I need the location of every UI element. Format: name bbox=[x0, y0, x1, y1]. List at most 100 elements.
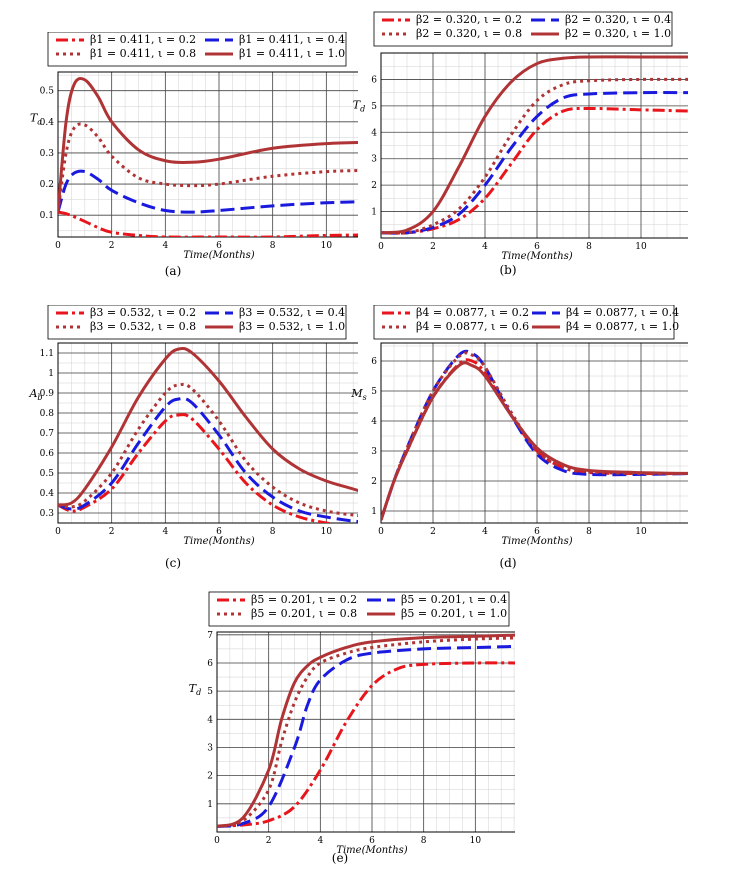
y-tick-label: 0.3 bbox=[40, 149, 55, 159]
x-tick-label: 6 bbox=[216, 241, 222, 251]
x-axis-label: Time(Months) bbox=[183, 536, 254, 547]
grid bbox=[380, 343, 688, 523]
legend-box bbox=[47, 32, 347, 67]
y-axis-label: Ta bbox=[30, 112, 42, 127]
series-line bbox=[217, 636, 515, 828]
legend: β1 = 0.411, ι = 0.2 β1 = 0.411, ι = 0.4β1… bbox=[47, 32, 347, 67]
legend-label: β5 = 0.201, ι = 0.8 bbox=[251, 607, 357, 620]
y-tick-label: 5 bbox=[371, 387, 377, 397]
panel-caption: (e) bbox=[332, 851, 348, 865]
legend-label: β5 = 0.201, ι = 0.2 bbox=[251, 593, 357, 606]
x-tick-label: 8 bbox=[421, 836, 427, 846]
plot-frame bbox=[216, 631, 515, 833]
legend-label: β1 = 0.411, ι = 0.4 bbox=[239, 33, 345, 46]
x-tick-label: 0 bbox=[214, 836, 220, 846]
y-tick-label: 1 bbox=[207, 800, 213, 810]
y-tick-label: 4 bbox=[371, 417, 377, 427]
series-line bbox=[58, 396, 358, 523]
x-tick-label: 2 bbox=[430, 527, 436, 537]
x-tick-label: 0 bbox=[55, 241, 61, 251]
y-tick-label: 0.2 bbox=[40, 180, 54, 190]
y-tick-label: 7 bbox=[207, 631, 213, 641]
x-tick-label: 4 bbox=[482, 527, 488, 537]
series-line bbox=[381, 91, 688, 235]
x-axis-label: Time(Months) bbox=[183, 250, 254, 261]
y-tick-label: 6 bbox=[371, 357, 377, 367]
grid bbox=[380, 52, 688, 239]
series-group bbox=[381, 55, 688, 235]
legend-label: β5 = 0.201, ι = 0.4 bbox=[401, 593, 507, 606]
legend-label: β3 = 0.532, ι = 0.8 bbox=[90, 320, 196, 333]
y-tick-label: 0.5 bbox=[40, 87, 55, 97]
x-tick-label: 4 bbox=[482, 242, 488, 252]
y-tick-label: 0.5 bbox=[40, 469, 55, 479]
legend-box bbox=[373, 305, 675, 340]
legend-label: β2 = 0.320, ι = 0.2 bbox=[416, 13, 522, 26]
series-line bbox=[58, 346, 358, 507]
legend-label: β3 = 0.532, ι = 1.0 bbox=[239, 320, 345, 333]
series-line bbox=[58, 77, 358, 213]
legend-label: β5 = 0.201, ι = 1.0 bbox=[401, 607, 507, 620]
series-line bbox=[381, 77, 688, 235]
legend: β3 = 0.532, ι = 0.2 β3 = 0.532, ι = 0.4β3… bbox=[47, 305, 347, 340]
y-tick-label: 0.9 bbox=[40, 389, 55, 399]
x-axis-label: Time(Months) bbox=[336, 845, 407, 856]
legend-label: β2 = 0.320, ι = 0.8 bbox=[416, 27, 522, 40]
x-tick-label: 2 bbox=[109, 241, 115, 251]
series-line bbox=[58, 210, 358, 237]
y-tick-label: 3 bbox=[371, 155, 377, 165]
series-line bbox=[381, 55, 688, 235]
legend-label: β1 = 0.411, ι = 0.8 bbox=[90, 47, 196, 60]
y-tick-label: 6 bbox=[207, 659, 213, 669]
series-line bbox=[217, 644, 515, 828]
y-tick-label: 0.6 bbox=[40, 449, 55, 459]
panel-caption: (b) bbox=[499, 263, 516, 277]
series-group bbox=[217, 633, 515, 828]
grid bbox=[57, 72, 358, 237]
series-line bbox=[381, 106, 688, 235]
x-tick-label: 0 bbox=[378, 242, 384, 252]
x-tick-label: 8 bbox=[586, 242, 592, 252]
y-tick-label: 0.7 bbox=[40, 429, 55, 439]
series-line bbox=[58, 382, 358, 517]
legend-label: β4 = 0.0877, ι = 0.4 bbox=[566, 306, 679, 319]
y-axis-label: Ab bbox=[28, 387, 42, 402]
chart-c: 0246810120.30.40.50.60.70.80.911.1Time(M… bbox=[28, 305, 358, 570]
y-tick-label: 0.4 bbox=[40, 118, 55, 128]
legend-label: β2 = 0.320, ι = 0.4 bbox=[565, 13, 671, 26]
y-tick-label: 2 bbox=[207, 772, 213, 782]
y-tick-label: 5 bbox=[207, 687, 213, 697]
x-tick-label: 4 bbox=[317, 836, 323, 846]
chart-a: 0246810120.10.20.30.40.5Time(Months)Taβ1… bbox=[30, 32, 358, 278]
x-tick-label: 4 bbox=[162, 241, 168, 251]
legend-box bbox=[373, 11, 673, 47]
y-tick-label: 0.3 bbox=[40, 509, 55, 519]
legend-label: β3 = 0.532, ι = 0.4 bbox=[239, 306, 345, 319]
y-tick-label: 0.8 bbox=[40, 409, 55, 419]
panel-caption: (d) bbox=[499, 556, 516, 570]
y-tick-label: 6 bbox=[371, 75, 377, 85]
series-line bbox=[58, 413, 336, 523]
x-tick-label: 6 bbox=[369, 836, 375, 846]
x-tick-label: 8 bbox=[270, 527, 276, 537]
x-tick-label: 8 bbox=[586, 527, 592, 537]
series-line bbox=[217, 633, 515, 828]
x-tick-label: 12 bbox=[687, 527, 688, 537]
series-line bbox=[217, 661, 515, 828]
plot-frame bbox=[380, 52, 688, 239]
y-tick-label: 5 bbox=[371, 102, 377, 112]
x-tick-label: 10 bbox=[470, 836, 482, 846]
y-tick-label: 3 bbox=[207, 743, 213, 753]
legend-box bbox=[47, 305, 347, 340]
x-tick-label: 6 bbox=[216, 527, 222, 537]
legend-label: β4 = 0.0877, ι = 0.6 bbox=[416, 320, 529, 333]
y-tick-label: 0.4 bbox=[40, 489, 55, 499]
x-tick-label: 6 bbox=[534, 242, 540, 252]
series-line bbox=[58, 169, 358, 214]
series-group bbox=[58, 346, 358, 523]
x-tick-label: 10 bbox=[635, 527, 647, 537]
x-tick-label: 10 bbox=[321, 527, 333, 537]
x-tick-label: 12 bbox=[687, 242, 688, 252]
plot-frame bbox=[380, 342, 688, 524]
